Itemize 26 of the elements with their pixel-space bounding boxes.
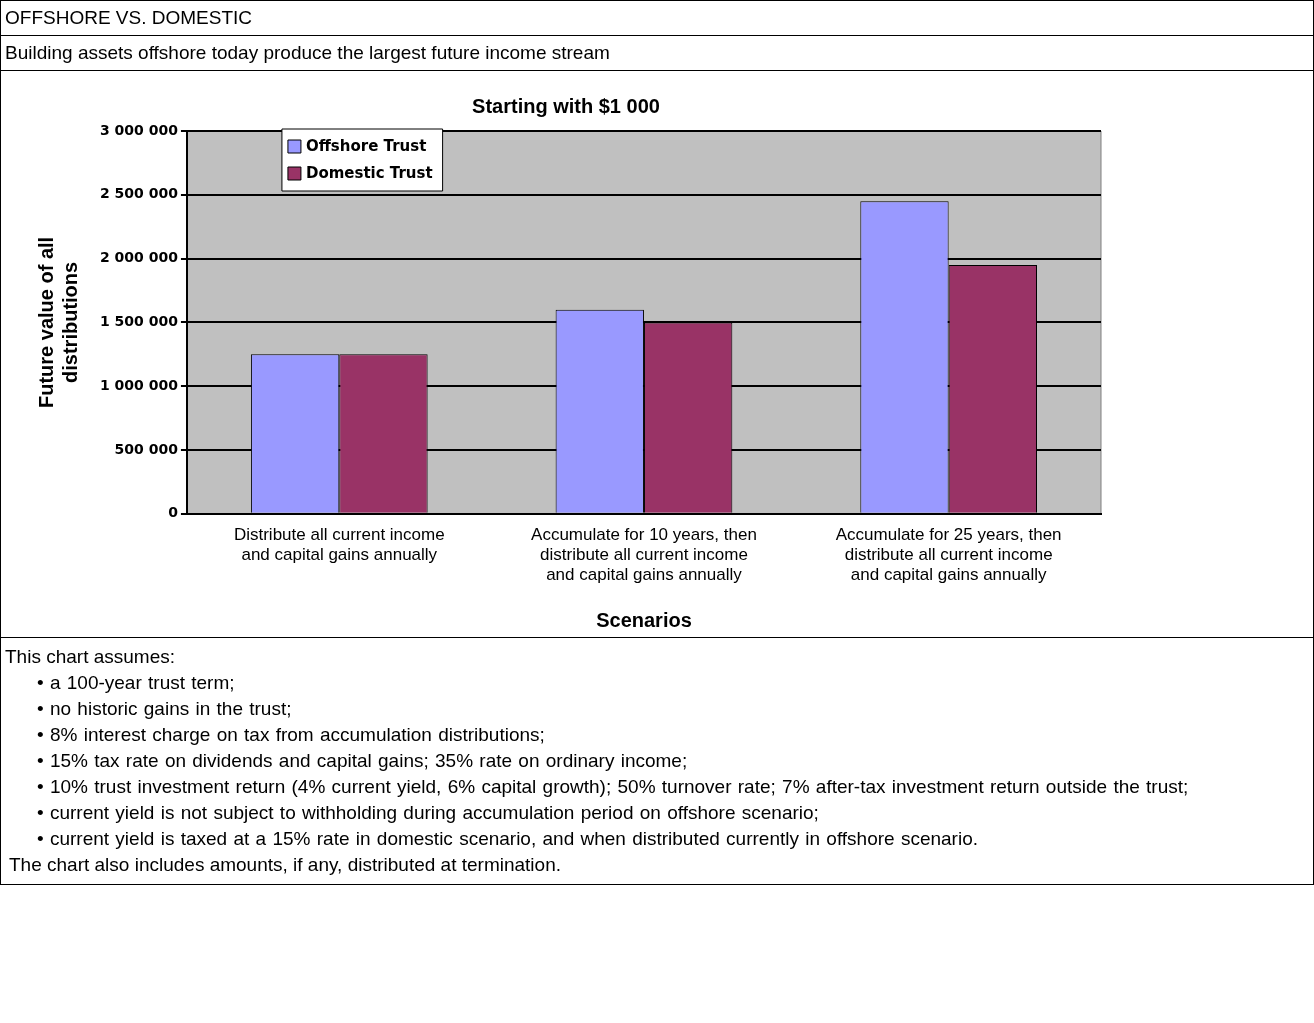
x-tick-label: Accumulate for 25 years, then distribute all current income and capital gains annually bbox=[835, 524, 1062, 585]
text: OFFSHORE VS. DOMESTIC bbox=[1, 1, 1313, 36]
text: • current yield is taxed at a 15% rate in domestic scenario, and when distributed currently in offshore scenario. bbox=[36, 827, 979, 851]
y-tick-label: 2 500 000 bbox=[100, 185, 179, 202]
y-tick-label: 3 000 000 bbox=[100, 121, 179, 138]
legend-label: Offshore Trust bbox=[305, 136, 427, 155]
y-tick-label: 1 000 000 bbox=[100, 376, 179, 393]
x-tick-label: Accumulate for 10 years, then distribute all current income and capital gains annually bbox=[531, 524, 757, 585]
text: • 15% tax rate on dividends and capital gains; 35% rate on ordinary income; bbox=[36, 749, 689, 773]
text: This chart assumes: bbox=[5, 645, 176, 669]
y-tick-label: 1 500 000 bbox=[100, 313, 179, 330]
x-tick-label: Distribute all current income and capital gains annually bbox=[233, 524, 445, 565]
legend-label: Domestic Trust bbox=[305, 163, 433, 182]
y-tick-label: 0 bbox=[168, 504, 179, 521]
text: • 10% trust investment return (4% current yield, 6% capital growth); 50% turnover rate; 7% after-tax investment return outside the trust; bbox=[36, 775, 1190, 799]
text: The chart also includes amounts, if any, distributed at termination. bbox=[8, 853, 562, 877]
y-tick-label: 500 000 bbox=[114, 440, 179, 457]
text: • current yield is not subject to withholding during accumulation period on offshore scenario; bbox=[36, 801, 820, 825]
y-tick-label: 2 000 000 bbox=[100, 249, 179, 266]
y-axis-title: Future value of all distributions bbox=[34, 236, 81, 408]
chart-subtitle: Building assets offshore today produce the largest future income stream bbox=[1, 36, 1313, 71]
chart-title: Starting with $1 000 bbox=[472, 94, 660, 117]
text: • a 100-year trust term; bbox=[36, 671, 236, 695]
text: • no historic gains in the trust; bbox=[36, 697, 293, 721]
text: • 8% interest charge on tax from accumulation distributions; bbox=[36, 723, 546, 747]
x-axis-title: Scenarios bbox=[596, 608, 692, 631]
